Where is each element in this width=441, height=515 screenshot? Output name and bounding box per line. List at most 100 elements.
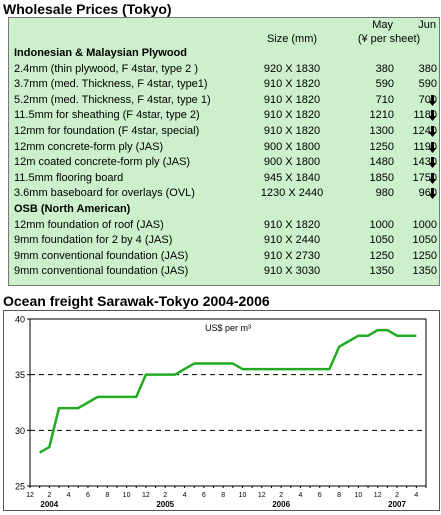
row-product-name: 2.4mm (thin plywood, F 4star, type 2 )	[14, 62, 199, 75]
table-row: 5.2mm (med. Thickness, F 4star, type 1) 9…	[9, 93, 439, 108]
row-may-price: 1250	[369, 249, 394, 262]
x-tick-label: 6	[318, 492, 322, 499]
row-size: 1230 X 2440	[260, 187, 324, 200]
row-size: 910 X 1820	[263, 93, 321, 106]
row-may-price: 1350	[369, 265, 394, 278]
plot-area	[29, 318, 427, 487]
row-size: 910 X 1820	[263, 125, 321, 137]
row-may-price: 1850	[369, 171, 394, 184]
wholesale-prices-title: Wholesale Prices (Tokyo)	[3, 1, 172, 17]
row-size: 910 X 1820	[263, 218, 321, 231]
table-row: 12mm foundation of roof (JAS) 910 X 1820 1…	[9, 218, 439, 233]
row-product-name: 3.6mm baseboard for overlays (OVL)	[14, 187, 195, 200]
row-may-price: 1250	[369, 140, 394, 153]
freight-chart-frame: 25 30 35 40 12 2 4 6 8 10 12 2 4 6 8 10 12 2 4 6 8 10 12 2 4 2004…	[3, 310, 440, 511]
row-may-price: 1300	[369, 125, 394, 137]
series-line	[39, 328, 417, 454]
col-header-jun: Jun	[418, 19, 436, 31]
table-row: 12mm concrete-form ply (JAS) 900 X 1800 12…	[9, 140, 439, 155]
x-tick-label: 12	[26, 492, 34, 499]
row-may-price: 1000	[369, 218, 394, 231]
table-row: 11.5mm for sheathing (F 4star, type 2) 91…	[9, 108, 439, 123]
down-arrow-icon	[428, 157, 437, 169]
table-row: 2.4mm (thin plywood, F 4star, type 2 ) 92…	[9, 62, 439, 77]
col-header-may: May	[372, 19, 393, 31]
row-jun-price: 1000	[412, 218, 437, 231]
y-tick-label: 35	[15, 370, 25, 380]
y-tick-label: 30	[15, 426, 25, 436]
chart-title: Ocean freight Sarawak-Tokyo 2004-2006	[3, 293, 270, 309]
row-product-name: 11.5mm for sheathing (F 4star, type 2)	[14, 109, 200, 122]
table-row: 11.5mm flooring board 945 X 1840 1850 1750	[9, 171, 439, 186]
x-tick-label: 4	[298, 492, 302, 499]
down-arrow-icon	[428, 94, 437, 106]
table-section-header: Indonesian & Malaysian Plywood	[9, 46, 439, 61]
row-product-name: 3.7mm (med. Thickness, F 4star, type1)	[14, 78, 208, 91]
x-tick-label: 2	[47, 492, 51, 499]
y-tick-label: 40	[15, 315, 25, 325]
x-tick-label: 4	[67, 492, 71, 499]
row-size: 910 X 2730	[263, 249, 321, 262]
row-may-price: 980	[375, 187, 394, 200]
table-row: 3.7mm (med. Thickness, F 4star, type1) 91…	[9, 77, 439, 92]
down-arrow-icon	[428, 141, 437, 153]
row-product-name: OSB (North American)	[14, 203, 131, 215]
row-jun-price: 1050	[412, 234, 437, 247]
col-header-unit: (¥ per sheet)	[357, 33, 421, 45]
row-size: 910 X 3030	[263, 265, 321, 278]
row-size: 910 X 1820	[263, 109, 321, 122]
row-size: 910 X 1820	[263, 78, 321, 91]
table-row: 12mm for foundation (F 4star, special) 91…	[9, 124, 439, 139]
row-may-price: 590	[375, 78, 394, 91]
x-tick-label: 10	[239, 492, 247, 499]
down-arrow-icon	[428, 172, 437, 184]
row-may-price: 380	[375, 62, 394, 75]
row-jun-price: 380	[418, 62, 437, 75]
table-row: 3.6mm baseboard for overlays (OVL) 1230 X…	[9, 186, 439, 201]
row-product-name: 12mm concrete-form ply (JAS)	[14, 140, 164, 153]
row-jun-price: 1250	[412, 249, 437, 262]
down-arrow-icon	[428, 126, 437, 137]
wholesale-prices-table: May Jun Size (mm) (¥ per sheet) Indonesi…	[8, 17, 440, 286]
x-year-label: 2006	[272, 500, 290, 509]
row-product-name: Indonesian & Malaysian Plywood	[14, 47, 187, 59]
row-product-name: 12mm foundation of roof (JAS)	[14, 218, 164, 231]
row-size: 900 X 1800	[263, 140, 321, 153]
x-tick-label: 6	[86, 492, 90, 499]
table-row: 9mm conventional foundation (JAS) 910 X 3…	[9, 264, 439, 279]
row-product-name: 9mm conventional foundation (JAS)	[14, 265, 189, 278]
row-size: 910 X 2440	[263, 234, 321, 247]
x-year-label: 2004	[40, 500, 58, 509]
x-year-label: 2005	[156, 500, 174, 509]
row-jun-price: 1350	[412, 265, 437, 278]
x-tick-label: 12	[258, 492, 266, 499]
down-arrow-icon	[428, 188, 437, 200]
row-may-price: 1050	[369, 234, 394, 247]
x-tick-label: 2	[395, 492, 399, 499]
row-product-name: 12m coated concrete-form ply (JAS)	[14, 156, 191, 169]
x-tick-label: 12	[142, 492, 150, 499]
x-tick-label: 8	[337, 492, 341, 499]
chart-unit-label: US$ per m³	[205, 323, 251, 333]
table-row: 12m coated concrete-form ply (JAS) 900 X …	[9, 155, 439, 170]
row-may-price: 710	[375, 93, 394, 106]
x-tick-label: 4	[414, 492, 418, 499]
table-section-header: OSB (North American)	[9, 202, 439, 217]
row-size: 945 X 1840	[263, 171, 321, 184]
x-tick-label: 10	[354, 492, 362, 499]
row-product-name: 5.2mm (med. Thickness, F 4star, type 1)	[14, 93, 211, 106]
row-product-name: 11.5mm flooring board	[14, 171, 124, 184]
col-header-size: Size (mm)	[266, 33, 318, 45]
table-row: 9mm foundation for 2 by 4 (JAS) 910 X 244…	[9, 233, 439, 248]
row-size: 900 X 1800	[263, 156, 321, 169]
x-tick-label: 6	[202, 492, 206, 499]
row-product-name: 9mm conventional foundation (JAS)	[14, 249, 189, 262]
x-year-label: 2007	[388, 500, 406, 509]
y-tick-label: 25	[15, 482, 25, 492]
row-may-price: 1210	[369, 109, 394, 122]
x-tick-label: 12	[374, 492, 382, 499]
row-may-price: 1480	[369, 156, 394, 169]
x-tick-label: 2	[279, 492, 283, 499]
x-tick-label: 8	[221, 492, 225, 499]
x-tick-label: 4	[183, 492, 187, 499]
